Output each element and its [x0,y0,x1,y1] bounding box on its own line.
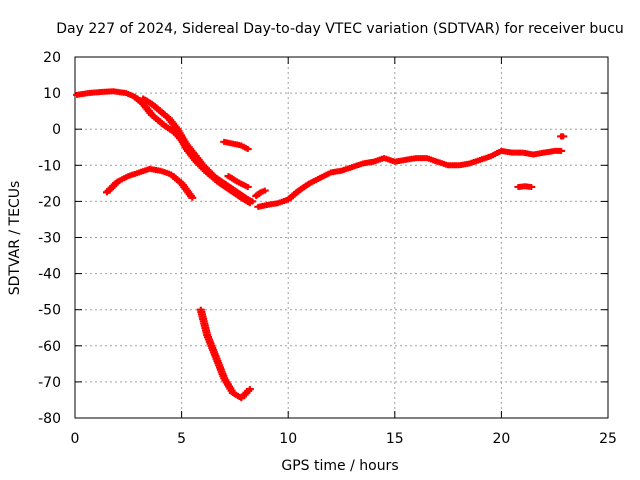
data-point [243,183,252,190]
data-point [188,194,197,201]
y-tick-label: -40 [38,267,61,283]
series-recovery [254,147,566,210]
y-tick-label: -50 [38,303,61,319]
x-tick-label: 0 [71,431,80,447]
data-point [260,187,269,194]
y-tick-label: -70 [38,375,61,391]
y-tick-label: -20 [38,194,61,210]
y-tick-label: 0 [52,122,61,138]
series-short-segment-B [224,173,252,190]
series-deep-dip [196,306,254,402]
data-point [557,147,566,154]
data-point [245,386,254,393]
ticks: 0 5 10 15 20 25 -80 -70 -60 -50 -40 -30 -20 -10 0 10 20 [38,50,617,447]
y-tick-label: 10 [43,86,61,102]
y-tick-label: -80 [38,411,61,427]
grid [75,57,608,418]
x-tick-label: 25 [599,431,617,447]
series-end-point [557,133,568,140]
series-upper-branch [139,95,256,205]
x-axis-title: GPS time / hours [281,458,398,474]
x-tick-label: 10 [279,431,297,447]
data-point [527,183,536,190]
chart-title: Day 227 of 2024, Sidereal Day-to-day VTE… [56,21,624,37]
data-point [247,198,256,205]
y-tick-label: -60 [38,339,61,355]
series-layer [73,88,568,402]
y-tick-label: 20 [43,50,61,66]
x-tick-label: 15 [386,431,404,447]
series-gap-fragment [252,187,269,199]
series-low-arc [102,165,197,201]
x-tick-label: 5 [177,431,186,447]
data-point [559,133,568,140]
y-tick-label: -10 [38,158,61,174]
data-point [243,146,252,153]
y-axis-title: SDTVAR / TECUs [7,181,23,296]
x-tick-label: 20 [492,431,510,447]
series-short-segment-A [220,138,252,153]
series-isolated-fragment [514,183,536,190]
y-tick-label: -30 [38,231,61,247]
